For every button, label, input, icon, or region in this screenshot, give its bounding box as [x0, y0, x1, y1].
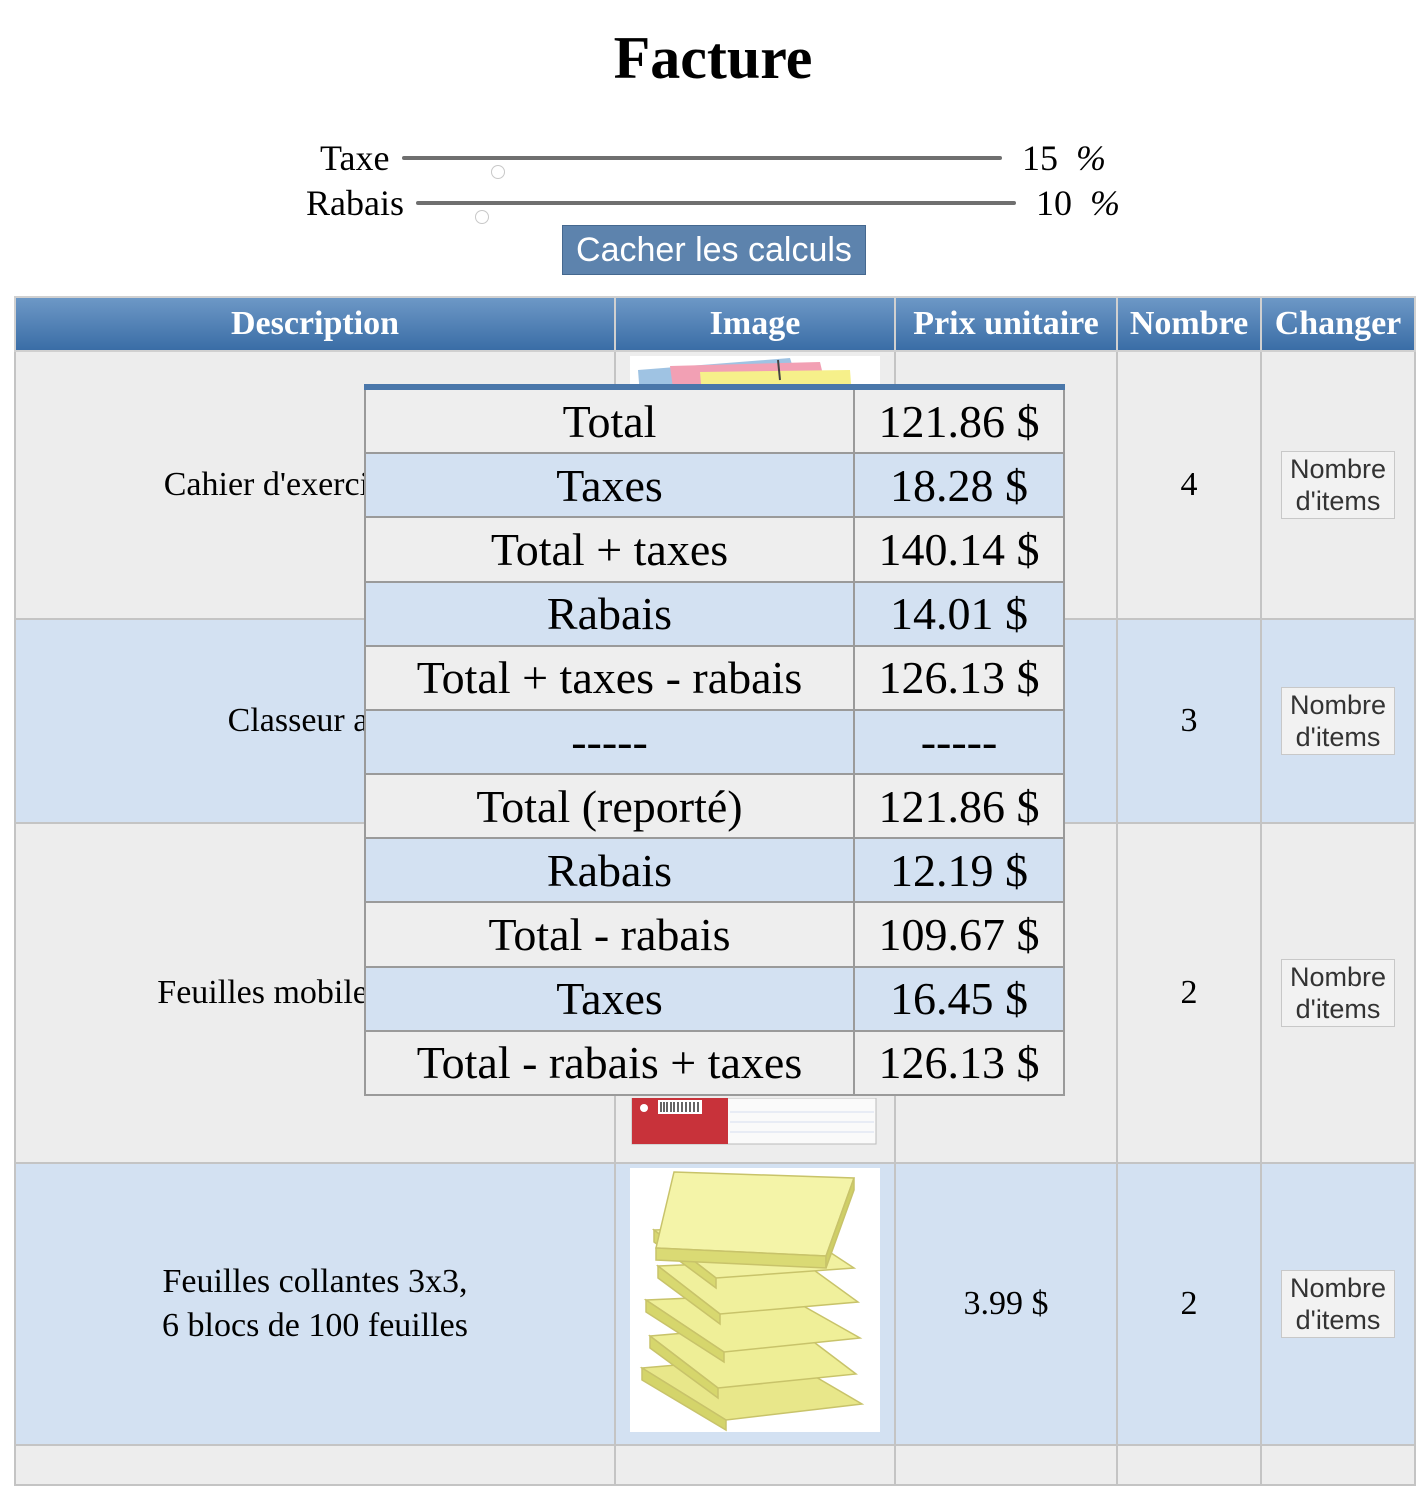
calculation-label: Total - rabais: [364, 901, 855, 968]
header-description: Description: [14, 296, 616, 352]
invoice-header-row: Description Image Prix unitaire Nombre C…: [14, 296, 1416, 352]
table-row: [14, 1444, 1416, 1486]
row-change-cell: Nombre d'items: [1260, 618, 1416, 824]
calculation-value: 121.86 $: [853, 385, 1065, 455]
button-line-1: Nombre: [1289, 690, 1387, 720]
calculation-row: Total + taxes 140.14 $: [364, 516, 1065, 583]
row-quantity: [1116, 1444, 1262, 1486]
rabais-value: 10: [1036, 183, 1072, 223]
button-line-1: Nombre: [1289, 1273, 1387, 1303]
row-change-cell: Nombre d'items: [1260, 350, 1416, 620]
taxe-unit: %: [1076, 138, 1106, 178]
calculation-row: Taxes 18.28 $: [364, 452, 1065, 519]
button-line-1: Nombre: [1289, 454, 1387, 484]
calculations-table: Total 121.86 $ Taxes 18.28 $ Total + taxes 14…: [364, 384, 1065, 1097]
calculation-value: 14.01 $: [853, 580, 1065, 647]
calculation-row: Total (reporté) 121.86 $: [364, 773, 1065, 840]
rabais-slider-thumb[interactable]: [475, 210, 489, 224]
rabais-slider-row: Rabais 10 %: [0, 183, 1426, 224]
calculation-row: Total + taxes - rabais 126.13 $: [364, 644, 1065, 711]
calculation-value: -----: [853, 708, 1065, 776]
feuilles-collantes-image: [630, 1168, 880, 1432]
feuilles-mobiles-image: [630, 1098, 878, 1148]
row-quantity: 2: [1116, 822, 1262, 1164]
calculation-value: 109.67 $: [853, 901, 1065, 968]
calculation-value: 16.45 $: [853, 965, 1065, 1032]
calculation-value: 12.19 $: [853, 837, 1065, 904]
description-line: 6 blocs de 100 feuilles: [162, 1307, 468, 1344]
calculation-label: Total - rabais + taxes: [364, 1029, 855, 1097]
calculation-label: Total (reporté): [364, 773, 855, 840]
taxe-slider-row: Taxe 15 %: [0, 138, 1426, 179]
row-description: [14, 1444, 616, 1486]
calculation-value: 126.13 $: [853, 644, 1065, 711]
taxe-label: Taxe: [320, 138, 390, 178]
calculation-label: Rabais: [364, 580, 855, 647]
calculation-row: Total - rabais + taxes 126.13 $: [364, 1029, 1065, 1097]
calculation-value: 140.14 $: [853, 516, 1065, 583]
row-unit-price: 3.99 $: [894, 1162, 1118, 1446]
button-line-1: Nombre: [1289, 962, 1387, 992]
calculation-row: Total - rabais 109.67 $: [364, 901, 1065, 968]
row-change-cell: Nombre d'items: [1260, 822, 1416, 1164]
hide-calculations-button[interactable]: Cacher les calculs: [562, 225, 866, 275]
calculation-label: -----: [364, 708, 855, 776]
calculation-row: Rabais 14.01 $: [364, 580, 1065, 647]
row-quantity: 3: [1116, 618, 1262, 824]
calculation-label: Total + taxes - rabais: [364, 644, 855, 711]
taxe-slider[interactable]: [402, 156, 1002, 179]
rabais-label: Rabais: [306, 183, 404, 223]
header-image: Image: [614, 296, 896, 352]
row-change-cell: [1260, 1444, 1416, 1486]
description-line: Feuilles collantes 3x3,: [162, 1263, 468, 1300]
taxe-value: 15: [1022, 138, 1058, 178]
calculation-value: 18.28 $: [853, 452, 1065, 519]
calculation-label: Taxes: [364, 452, 855, 519]
calculation-row: ----- -----: [364, 708, 1065, 776]
row-quantity: 2: [1116, 1162, 1262, 1446]
row-quantity: 4: [1116, 350, 1262, 620]
row-image-cell: [614, 1444, 896, 1486]
calculation-label: Total: [364, 385, 855, 455]
header-quantity: Nombre: [1116, 296, 1262, 352]
header-unit-price: Prix unitaire: [894, 296, 1118, 352]
number-of-items-button[interactable]: Nombre d'items: [1281, 1270, 1395, 1338]
button-line-2: d'items: [1295, 994, 1381, 1024]
calculation-value: 126.13 $: [853, 1029, 1065, 1097]
header-change: Changer: [1260, 296, 1416, 352]
row-description: Feuilles collantes 3x3, 6 blocs de 100 f…: [14, 1162, 616, 1446]
calculation-label: Rabais: [364, 837, 855, 904]
number-of-items-button[interactable]: Nombre d'items: [1281, 687, 1395, 755]
page-title: Facture: [613, 25, 813, 91]
calculation-row: Taxes 16.45 $: [364, 965, 1065, 1032]
table-row: Feuilles collantes 3x3, 6 blocs de 100 f…: [14, 1162, 1416, 1446]
rabais-unit: %: [1090, 183, 1120, 223]
number-of-items-button[interactable]: Nombre d'items: [1281, 959, 1395, 1027]
number-of-items-button[interactable]: Nombre d'items: [1281, 451, 1395, 519]
calculation-label: Taxes: [364, 965, 855, 1032]
row-image-cell: [614, 1162, 896, 1446]
calculation-row: Rabais 12.19 $: [364, 837, 1065, 904]
button-line-2: d'items: [1295, 722, 1381, 752]
calculation-label: Total + taxes: [364, 516, 855, 583]
row-unit-price: [894, 1444, 1118, 1486]
taxe-slider-thumb[interactable]: [491, 165, 505, 179]
rabais-slider[interactable]: [416, 201, 1016, 224]
row-change-cell: Nombre d'items: [1260, 1162, 1416, 1446]
calculation-row: Total 121.86 $: [364, 385, 1065, 455]
button-line-2: d'items: [1295, 1305, 1381, 1335]
button-line-2: d'items: [1295, 486, 1381, 516]
calculation-value: 121.86 $: [853, 773, 1065, 840]
